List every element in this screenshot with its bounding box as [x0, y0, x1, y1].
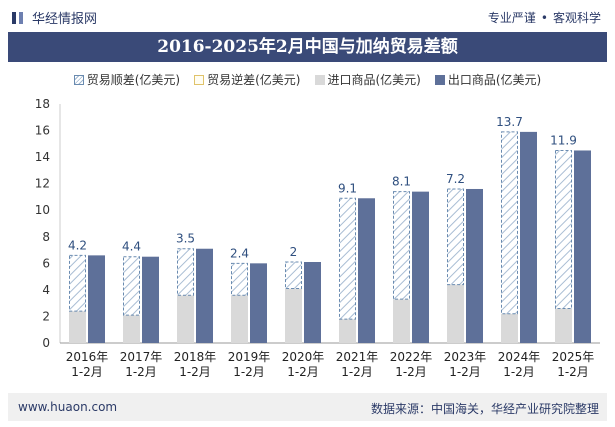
footer-source: 数据来源：中国海关，华经产业研究院整理 [370, 402, 599, 416]
chart-title: 2016-2025年2月中国与加纳贸易差额 [8, 32, 607, 62]
legend-surplus-swatch [73, 74, 84, 85]
y-tick-label: 18 [35, 97, 50, 111]
x-tick-label: 1-2月 [341, 365, 373, 379]
x-tick-label: 2025年 [552, 350, 595, 364]
surplus-bar [231, 262, 248, 296]
legend-export: 出口商品(亿美元) [434, 71, 542, 88]
logo-icon [12, 11, 26, 25]
legend-surplus-label: 贸易顺差(亿美元) [86, 73, 181, 87]
footer: www.huaon.com 数据来源：中国海关，华经产业研究院整理 [8, 393, 607, 421]
surplus-data-label: 4.2 [68, 238, 87, 252]
import-bar [447, 284, 464, 343]
surplus-bar [501, 131, 518, 315]
import-bar [69, 311, 86, 343]
x-tick-label: 1-2月 [125, 365, 157, 379]
x-tick-label: 2020年 [282, 350, 325, 364]
tagline: 专业严谨 • 客观科学 [488, 9, 601, 26]
import-bar [231, 295, 248, 343]
y-tick-label: 16 [35, 124, 50, 138]
surplus-bar [123, 256, 140, 316]
x-tick-label: 1-2月 [233, 365, 265, 379]
legend-export-swatch [434, 74, 445, 85]
y-tick-label: 6 [42, 256, 50, 270]
legend-surplus: 贸易顺差(亿美元) [73, 71, 181, 88]
x-tick-label: 1-2月 [287, 365, 319, 379]
import-bar [177, 295, 194, 343]
surplus-bar [177, 248, 194, 296]
import-bar [393, 299, 410, 343]
export-bar [196, 248, 213, 343]
surplus-data-label: 7.2 [446, 172, 465, 186]
x-tick-label: 1-2月 [503, 365, 535, 379]
surplus-bar [339, 197, 356, 320]
export-bar [304, 262, 321, 343]
legend-deficit-swatch [194, 74, 205, 85]
y-tick-label: 4 [42, 283, 50, 297]
surplus-data-label: 13.7 [496, 115, 523, 129]
y-tick-label: 14 [35, 150, 50, 164]
brand-name: 华经情报网 [32, 12, 98, 27]
x-tick-label: 1-2月 [395, 365, 427, 379]
surplus-data-label: 2 [290, 245, 298, 259]
x-tick-label: 2022年 [390, 350, 433, 364]
surplus-data-label: 11.9 [550, 133, 577, 147]
export-bar [358, 198, 375, 343]
tagline-left: 专业严谨 [487, 11, 536, 25]
surplus-bar [69, 254, 86, 312]
import-bar [555, 308, 572, 343]
legend-deficit: 贸易逆差(亿美元) [194, 71, 301, 88]
x-tick-label: 2019年 [228, 350, 271, 364]
x-tick-label: 2021年 [336, 350, 379, 364]
legend-import: 进口商品(亿美元) [314, 71, 421, 88]
brand-logo: 华经情报网 [12, 8, 97, 27]
legend-import-label: 进口商品(亿美元) [327, 73, 421, 87]
export-bar [574, 150, 591, 343]
x-tick-label: 1-2月 [557, 365, 589, 379]
import-bar [123, 315, 140, 343]
y-tick-label: 12 [35, 177, 50, 191]
surplus-bar [285, 261, 302, 290]
x-tick-label: 2023年 [444, 350, 487, 364]
legend-export-label: 出口商品(亿美元) [447, 73, 542, 87]
chart-legend: 贸易顺差(亿美元) 贸易逆差(亿美元) 进口商品(亿美元) 出口商品(亿美元) [0, 71, 615, 88]
surplus-bar [447, 188, 464, 286]
x-tick-label: 2016年 [66, 350, 109, 364]
x-tick-label: 2017年 [120, 350, 163, 364]
surplus-data-label: 2.4 [230, 246, 249, 260]
surplus-data-label: 9.1 [338, 181, 357, 195]
legend-import-swatch [314, 74, 325, 85]
x-tick-label: 2024年 [498, 350, 541, 364]
export-bar [466, 188, 483, 343]
y-tick-label: 8 [42, 230, 50, 244]
y-tick-label: 10 [35, 203, 50, 217]
export-bar [250, 263, 267, 343]
x-tick-label: 1-2月 [449, 365, 481, 379]
x-tick-label: 1-2月 [179, 365, 211, 379]
top-bar: 华经情报网 专业严谨 • 客观科学 [0, 0, 615, 32]
surplus-data-label: 4.4 [122, 240, 141, 254]
tagline-right: 客观科学 [552, 11, 601, 25]
export-bar [142, 256, 159, 343]
surplus-bar [555, 149, 572, 309]
import-bar [501, 313, 518, 343]
x-tick-label: 2018年 [174, 350, 217, 364]
legend-deficit-label: 贸易逆差(亿美元) [207, 73, 301, 87]
surplus-data-label: 3.5 [176, 232, 195, 246]
export-bar [520, 131, 537, 343]
import-bar [285, 288, 302, 343]
export-bar [88, 255, 105, 343]
import-bar [339, 319, 356, 343]
x-tick-label: 1-2月 [71, 365, 103, 379]
y-tick-label: 0 [42, 336, 50, 350]
surplus-bar [393, 191, 410, 300]
y-tick-label: 2 [42, 309, 50, 323]
footer-website: www.huaon.com [18, 400, 118, 414]
export-bar [412, 191, 429, 343]
surplus-data-label: 8.1 [392, 175, 411, 189]
dot-icon: • [540, 11, 548, 25]
